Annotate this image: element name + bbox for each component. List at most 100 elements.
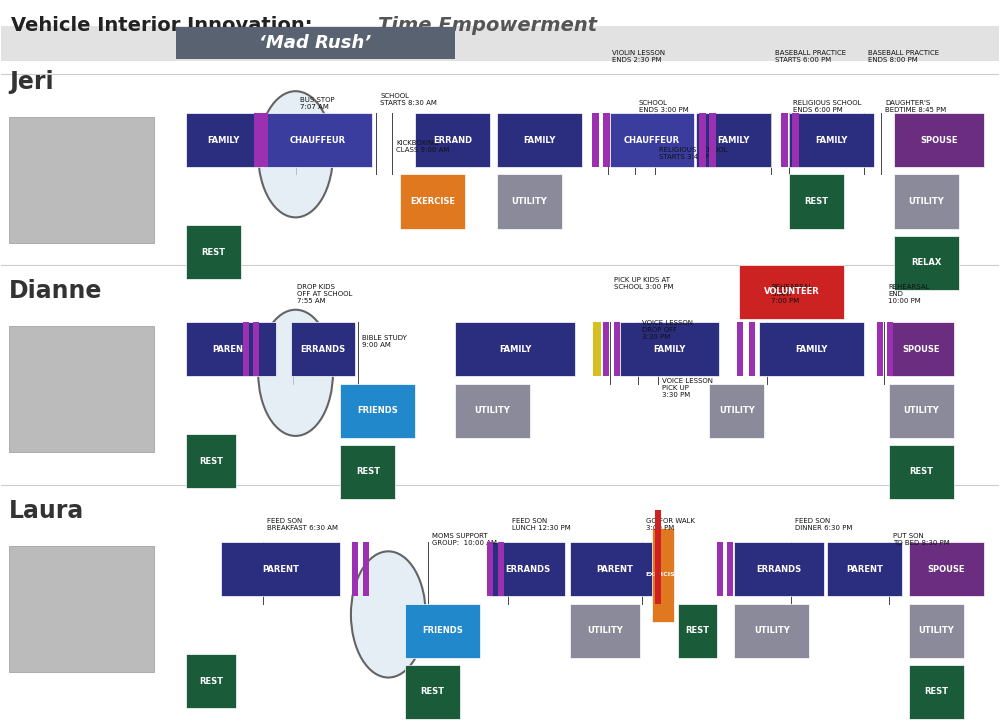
FancyBboxPatch shape <box>734 542 824 597</box>
Text: UTILITY: UTILITY <box>754 626 790 635</box>
FancyBboxPatch shape <box>909 542 984 597</box>
FancyBboxPatch shape <box>186 225 241 279</box>
FancyBboxPatch shape <box>652 528 674 622</box>
Bar <box>261 113 268 167</box>
FancyBboxPatch shape <box>709 384 764 438</box>
Text: REST: REST <box>421 688 445 696</box>
FancyBboxPatch shape <box>889 384 954 438</box>
Text: FEED SON
DINNER 6:30 PM: FEED SON DINNER 6:30 PM <box>795 518 853 531</box>
FancyBboxPatch shape <box>1 26 999 61</box>
FancyBboxPatch shape <box>889 322 954 376</box>
Text: UTILITY: UTILITY <box>903 406 939 415</box>
Ellipse shape <box>258 310 333 436</box>
Text: FRIENDS: FRIENDS <box>357 406 398 415</box>
Text: Vehicle Interior Innovation:: Vehicle Interior Innovation: <box>11 16 326 35</box>
Text: REST: REST <box>199 457 223 466</box>
Text: RELIGIOUS SCHOOL
ENDS 6:00 PM: RELIGIOUS SCHOOL ENDS 6:00 PM <box>793 100 862 113</box>
Bar <box>352 542 358 597</box>
FancyBboxPatch shape <box>894 113 984 167</box>
Text: CHAUFFEUR: CHAUFFEUR <box>624 135 680 145</box>
Text: REST: REST <box>805 197 829 206</box>
Text: BASEBALL PRACTICE
ENDS 8:00 PM: BASEBALL PRACTICE ENDS 8:00 PM <box>868 50 939 63</box>
FancyBboxPatch shape <box>263 113 372 167</box>
Text: FAMILY: FAMILY <box>653 345 686 354</box>
Text: SPOUSE: SPOUSE <box>920 135 958 145</box>
FancyBboxPatch shape <box>696 113 771 167</box>
Text: REHEARSAL
START
7:00 PM: REHEARSAL START 7:00 PM <box>771 285 813 304</box>
Text: ERRANDS: ERRANDS <box>505 565 550 574</box>
Text: UTILITY: UTILITY <box>475 406 510 415</box>
Text: REST: REST <box>685 626 709 635</box>
FancyBboxPatch shape <box>405 604 480 657</box>
FancyBboxPatch shape <box>894 174 959 229</box>
Text: SPOUSE: SPOUSE <box>903 345 940 354</box>
Text: PARENT: PARENT <box>596 565 633 574</box>
FancyBboxPatch shape <box>455 322 575 376</box>
Bar <box>498 542 504 597</box>
Bar <box>487 542 493 597</box>
FancyBboxPatch shape <box>570 604 640 657</box>
Text: Dianne: Dianne <box>9 279 103 303</box>
Text: FAMILY: FAMILY <box>815 135 848 145</box>
Bar <box>709 113 716 167</box>
FancyBboxPatch shape <box>186 434 236 488</box>
Text: GO FOR WALK
3:00 PM: GO FOR WALK 3:00 PM <box>646 518 695 531</box>
FancyBboxPatch shape <box>497 174 562 229</box>
Text: UTILITY: UTILITY <box>512 197 547 206</box>
Text: CHAUFFEUR: CHAUFFEUR <box>289 135 346 145</box>
FancyBboxPatch shape <box>455 384 530 438</box>
FancyBboxPatch shape <box>827 542 902 597</box>
Text: REST: REST <box>909 468 933 476</box>
Bar <box>603 113 610 167</box>
FancyBboxPatch shape <box>186 322 276 376</box>
Text: SPOUSE: SPOUSE <box>928 565 965 574</box>
Bar <box>887 322 893 376</box>
FancyBboxPatch shape <box>909 604 964 657</box>
FancyBboxPatch shape <box>789 113 874 167</box>
Bar <box>781 113 788 167</box>
Text: VOLUNTEER: VOLUNTEER <box>764 287 820 296</box>
FancyBboxPatch shape <box>176 28 455 59</box>
FancyBboxPatch shape <box>678 604 717 657</box>
FancyBboxPatch shape <box>340 445 395 499</box>
Bar <box>593 322 601 376</box>
Text: VOICE LESSON
DROP OFF
3:30 PM: VOICE LESSON DROP OFF 3:30 PM <box>642 320 693 340</box>
Text: SCHOOL
ENDS 3:00 PM: SCHOOL ENDS 3:00 PM <box>639 100 688 113</box>
Text: FAMILY: FAMILY <box>207 135 239 145</box>
Text: PARENT: PARENT <box>262 565 299 574</box>
Text: DROP KIDS
OFF AT SCHOOL
7:55 AM: DROP KIDS OFF AT SCHOOL 7:55 AM <box>297 285 352 304</box>
Text: FEED SON
LUNCH 12:30 PM: FEED SON LUNCH 12:30 PM <box>512 518 571 531</box>
Text: ERRANDS: ERRANDS <box>300 345 346 354</box>
Text: UTILITY: UTILITY <box>918 626 954 635</box>
Text: SCHOOL
STARTS 8:30 AM: SCHOOL STARTS 8:30 AM <box>380 93 437 106</box>
FancyBboxPatch shape <box>570 542 660 597</box>
Text: UTILITY: UTILITY <box>587 626 623 635</box>
FancyBboxPatch shape <box>789 174 844 229</box>
Text: UTILITY: UTILITY <box>908 197 944 206</box>
FancyBboxPatch shape <box>221 542 340 597</box>
Text: PARENT: PARENT <box>212 345 249 354</box>
Text: Jeri: Jeri <box>9 70 54 94</box>
Text: MOMS SUPPORT
GROUP:  10:00 AM: MOMS SUPPORT GROUP: 10:00 AM <box>432 533 497 546</box>
Text: EXERCISE: EXERCISE <box>646 572 680 577</box>
FancyBboxPatch shape <box>734 604 809 657</box>
FancyBboxPatch shape <box>894 236 959 290</box>
FancyBboxPatch shape <box>9 326 154 452</box>
Text: BIBLE STUDY
9:00 AM: BIBLE STUDY 9:00 AM <box>362 334 407 348</box>
Bar <box>243 322 249 376</box>
Bar <box>614 322 620 376</box>
Text: UTILITY: UTILITY <box>719 406 755 415</box>
Text: BASEBALL PRACTICE
STARTS 6:00 PM: BASEBALL PRACTICE STARTS 6:00 PM <box>775 50 846 63</box>
Text: KICKBOXING
CLASS 9:00 AM: KICKBOXING CLASS 9:00 AM <box>396 140 450 153</box>
FancyBboxPatch shape <box>415 113 490 167</box>
Text: DAUGHTER'S
BEDTIME 8:45 PM: DAUGHTER'S BEDTIME 8:45 PM <box>885 100 946 113</box>
Bar <box>603 322 609 376</box>
Text: VOICE LESSON
PICK UP
3:30 PM: VOICE LESSON PICK UP 3:30 PM <box>662 378 713 398</box>
FancyBboxPatch shape <box>9 117 154 243</box>
Text: PICK UP KIDS AT
SCHOOL 3:00 PM: PICK UP KIDS AT SCHOOL 3:00 PM <box>614 277 673 290</box>
Bar <box>749 322 755 376</box>
Text: ERRAND: ERRAND <box>433 135 472 145</box>
Bar <box>363 542 369 597</box>
Bar <box>717 542 723 597</box>
Bar <box>699 113 706 167</box>
